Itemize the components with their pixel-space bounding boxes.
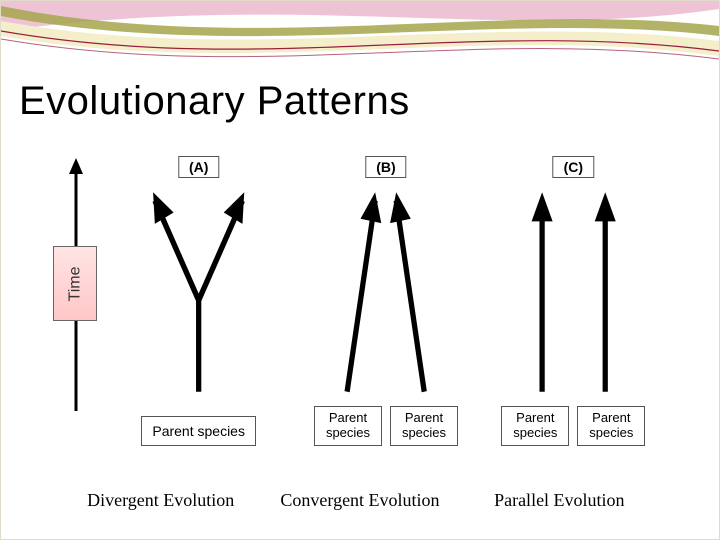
panel-a: (A) Parent spe (111, 156, 286, 446)
time-label: Time (66, 266, 84, 301)
caption-convergent: Convergent Evolution (260, 490, 459, 511)
panel-c-tag: (C) (553, 156, 594, 178)
species-box: Parentspecies (314, 406, 382, 446)
panel-b-diagram (298, 184, 473, 400)
panel-c-species-row: Parentspecies Parentspecies (486, 406, 661, 446)
panel-c: (C) Parentspecies P (486, 156, 661, 446)
caption-divergent: Divergent Evolution (61, 490, 260, 511)
figure: Time (A) (61, 156, 661, 446)
time-label-box: Time (53, 246, 97, 321)
captions-row: Divergent Evolution Convergent Evolution… (61, 490, 659, 511)
page-title: Evolutionary Patterns (19, 79, 410, 124)
time-axis: Time (61, 156, 91, 416)
species-box: Parentspecies (390, 406, 458, 446)
panel-c-diagram (486, 184, 661, 400)
panel-b-species-row: Parentspecies Parentspecies (298, 406, 473, 446)
slide: Evolutionary Patterns Time (A) (0, 0, 720, 540)
species-box: Parentspecies (501, 406, 569, 446)
species-box: Parent species (141, 416, 256, 446)
panels-row: (A) Parent spe (111, 156, 661, 446)
panel-a-species-row: Parent species (111, 416, 286, 446)
decorative-swoosh (1, 1, 719, 71)
panel-a-tag: (A) (178, 156, 219, 178)
panel-b: (B) Parentspecies P (298, 156, 473, 446)
panel-b-tag: (B) (365, 156, 406, 178)
caption-parallel: Parallel Evolution (460, 490, 659, 511)
species-box: Parentspecies (577, 406, 645, 446)
panel-a-diagram (111, 184, 286, 400)
